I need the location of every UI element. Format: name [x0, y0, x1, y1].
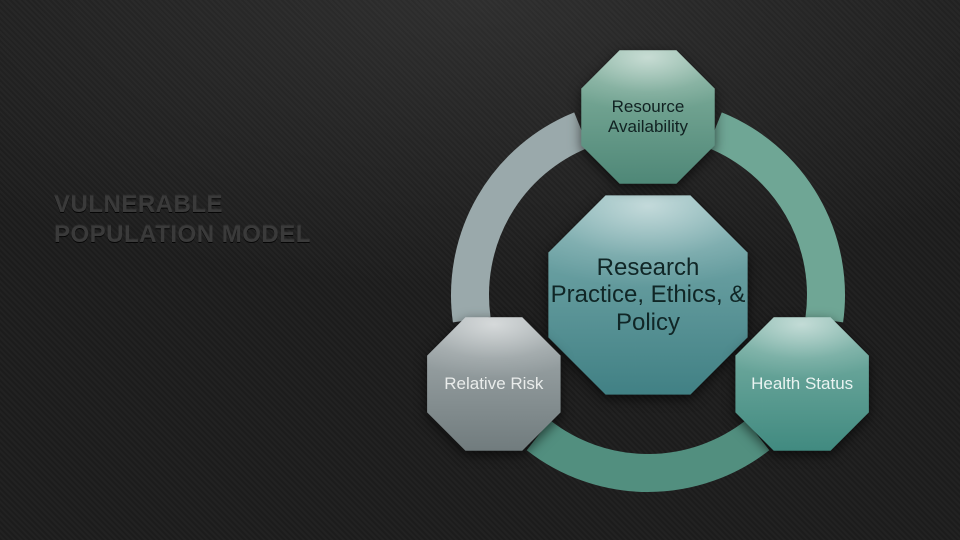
node-label: Research Practice, Ethics, & Policy: [542, 254, 754, 337]
outer-node-2: Relative Risk: [423, 313, 565, 455]
page-title: VULNERABLE POPULATION MODEL: [54, 190, 354, 250]
cycle-diagram: Research Practice, Ethics, & Policy Resou…: [360, 0, 960, 540]
outer-node-0: Resource Availability: [577, 46, 719, 188]
ring-arc: [538, 435, 757, 473]
outer-node-1: Health Status: [731, 313, 873, 455]
node-label: Health Status: [745, 374, 859, 394]
node-label: Relative Risk: [438, 374, 549, 394]
slide: VULNERABLE POPULATION MODEL Research Pra…: [0, 0, 960, 540]
node-label: Resource Availability: [577, 97, 719, 136]
center-node: Research Practice, Ethics, & Policy: [542, 189, 754, 401]
